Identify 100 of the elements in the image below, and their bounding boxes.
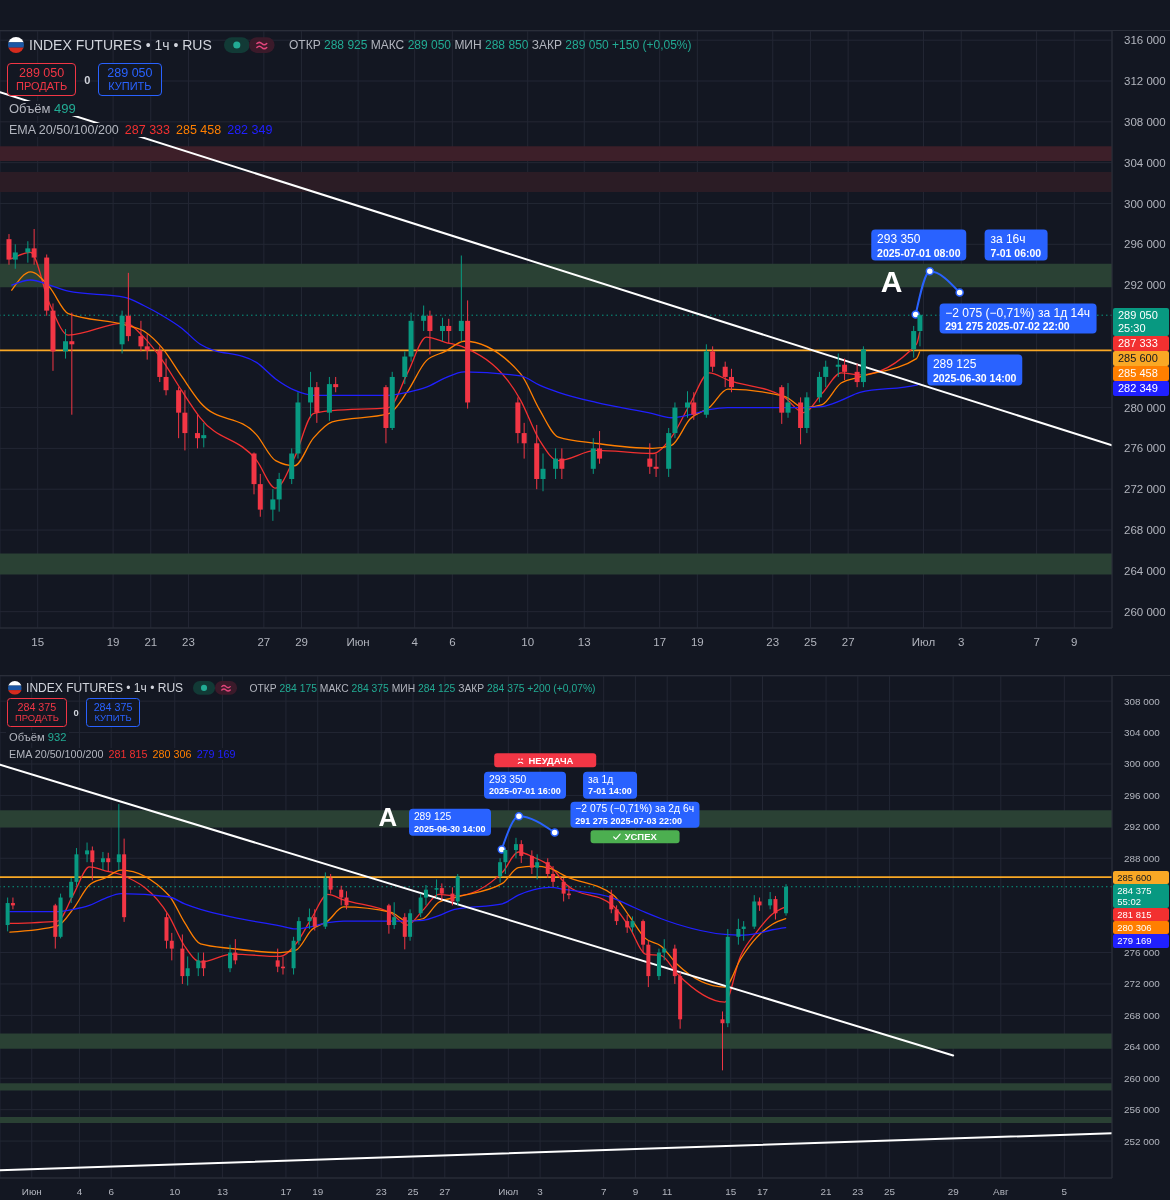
candlestick [685,390,691,419]
candlestick [785,382,791,419]
y-tick-label: 272 000 [1124,483,1166,496]
y-tick-label: 296 000 [1124,789,1161,801]
annotation: за 16ч 7-01 06:00 [990,231,1042,259]
candlestick [614,904,619,926]
annotation: 284 375 ПРОДАТЬ [14,700,59,724]
candlestick [386,903,391,935]
candlestick [408,908,413,942]
candlestick [201,422,207,448]
y-tick-label: 272 000 [1124,978,1161,990]
ref-line-label: 285 600 [1117,871,1153,883]
x-tick-label: 29 [947,1186,960,1198]
x-tick-label: 4 [411,636,419,649]
x-tick-label: 6 [449,636,456,649]
x-tick-label: 19 [690,636,704,649]
candlestick [816,371,822,403]
candlestick [446,318,452,344]
ref-line-label: 289 050 25:30 [1118,308,1159,335]
x-tick-label: 27 [841,636,855,649]
x-tick-label: Июн [346,636,370,649]
text: 279 169 [1117,935,1152,947]
candlestick [559,447,565,480]
x-tick-label: 25 [407,1186,420,1198]
x-tick-label: 6 [108,1186,115,1198]
candlestick [275,948,280,973]
text: 285 458 [1118,366,1158,379]
candlestick [125,272,131,342]
candlestick [691,391,697,421]
point [550,828,559,837]
candlestick [609,889,614,914]
candlestick [653,452,659,478]
annotation: 285 458 [176,123,222,137]
candlestick [854,363,860,388]
candlestick [100,851,105,871]
annotation: EMA 20/50/100/200 [9,123,119,137]
annotation: 282 349 [227,123,273,137]
x-tick-label: 7 [600,1186,607,1198]
candlestick [662,938,667,961]
candlestick [5,897,10,932]
y-tick-label: 256 000 [1124,1104,1161,1116]
candlestick [728,368,734,393]
x-tick-label: Июн [21,1186,42,1198]
candlestick [344,890,349,910]
candlestick [768,891,773,910]
y-tick-label: 252 000 [1124,1135,1161,1147]
y-tick-label: 304 000 [1124,156,1166,169]
candlestick [529,849,534,875]
candlestick [182,389,188,451]
candlestick [842,358,848,381]
candlestick [169,932,174,961]
annotation: 293 350 2025-07-01 16:00 [489,773,561,797]
x-tick-label: 27 [257,636,271,649]
candlestick [519,839,524,864]
candlestick [106,852,111,873]
annotation: 293 350 2025-07-01 08:00 [877,231,961,259]
chart-title: INDEX FUTURES • 1ч • RUS [26,681,184,695]
point [925,267,935,276]
annotation: A [880,265,903,299]
candlestick [553,447,559,480]
x-tick-label: 27 [439,1186,451,1198]
candlestick [597,430,603,465]
candlestick [90,845,95,881]
y-tick-label: 264 000 [1124,1041,1161,1053]
candlestick [641,919,646,954]
x-tick-label: 23 [375,1186,388,1198]
y-tick-label: 308 000 [1124,115,1166,128]
annotation: 284 375 КУПИТЬ [93,700,133,724]
x-tick-label: 25 [884,1186,896,1198]
y-tick-label: 280 000 [1124,401,1166,414]
y-tick-label: 264 000 [1124,564,1166,577]
candlestick [823,360,829,388]
candlestick [427,310,433,355]
candlestick [85,842,90,863]
y-tick-label: 292 000 [1124,821,1161,833]
y-tick-label: 296 000 [1124,238,1166,251]
x-tick-label: 29 [295,636,308,649]
candlestick [535,853,540,880]
annotation: −2 075 (−0,71%) за 1д 14ч 291 275 2025-07-02 22:00 [945,305,1091,332]
candlestick [25,240,31,264]
candlestick [312,908,317,932]
candlestick [163,358,169,396]
candlestick [439,317,445,342]
annotation: 0 [84,73,91,86]
x-tick-label: 21 [820,1186,833,1198]
annotation: Объём 932 [9,731,67,743]
candlestick [513,837,518,859]
annotation: УСПЕХ [624,831,657,843]
y-tick-label: 288 000 [1124,852,1161,864]
x-tick-label: 25 [804,636,817,649]
candlestick [12,243,18,270]
x-tick-label: Июл [498,1186,519,1198]
candlestick [233,938,238,965]
candlestick [144,333,150,361]
point [514,811,524,821]
y-tick-label: 304 000 [1124,727,1161,739]
x-tick-label: 17 [280,1186,292,1198]
y-tick-label: 260 000 [1124,1072,1161,1084]
annotation: 279 169 [196,748,236,760]
annotation: −2 075 (−0,71%) за 2д 6ч 291 275 2025-07-03 22:00 [575,802,695,827]
